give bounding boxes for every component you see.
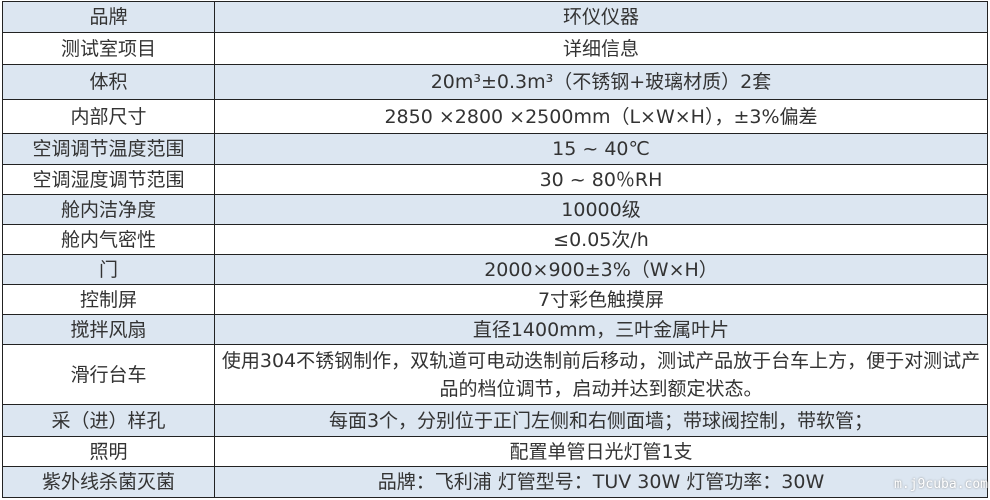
spec-value: ≤0.05次/h [214,224,988,255]
table-row: 门 2000×900±3%（W×H） [2,254,988,285]
spec-value: 20m³±0.3m³（不锈钢+玻璃材质）2套 [214,64,988,100]
spec-label: 照明 [2,436,215,467]
spec-value: 7寸彩色触摸屏 [214,284,988,315]
spec-label: 空调调节温度范围 [2,133,215,165]
table-row: 紫外线杀菌灭菌 品牌：飞利浦 灯管型号：TUV 30W 灯管功率：30W [2,466,988,498]
table-row: 品牌 环仪仪器 [2,1,988,33]
spec-label: 品牌 [2,1,215,33]
watermark: m.j9cuba.com [894,477,988,492]
table-row: 空调调节温度范围 15 ~ 40℃ [2,133,988,165]
spec-value: 10000级 [214,194,988,225]
spec-value: 直径1400mm，三叶金属叶片 [214,314,988,345]
spec-value: 2850 ×2800 ×2500mm（L×W×H），±3%偏差 [214,99,988,134]
spec-value: 配置单管日光灯管1支 [214,436,988,467]
spec-label: 采（进）样孔 [2,404,215,437]
spec-label: 内部尺寸 [2,99,215,134]
spec-label: 门 [2,254,215,285]
spec-label: 舱内气密性 [2,224,215,255]
spec-label: 测试室项目 [2,32,215,65]
spec-label: 控制屏 [2,284,215,315]
table-row: 空调湿度调节范围 30 ~ 80％RH [2,164,988,195]
spec-label: 滑行台车 [2,344,215,405]
table-row: 采（进）样孔 每面3个，分别位于正门左侧和右侧面墙；带球阀控制，带软管； [2,404,988,437]
spec-value: 2000×900±3%（W×H） [214,254,988,285]
spec-value: 品牌：飞利浦 灯管型号：TUV 30W 灯管功率：30W [214,466,988,498]
spec-value: 15 ~ 40℃ [214,133,988,165]
spec-label: 搅拌风扇 [2,314,215,345]
spec-label: 空调湿度调节范围 [2,164,215,195]
table-row: 内部尺寸 2850 ×2800 ×2500mm（L×W×H），±3%偏差 [2,99,988,134]
spec-value: 使用304不锈钢制作，双轨道可电动迭制前后移动，测试产品放于台车上方，便于对测试… [214,344,988,405]
table-row: 测试室项目 详细信息 [2,32,988,65]
spec-value: 详细信息 [214,32,988,65]
spec-value: 30 ~ 80％RH [214,164,988,195]
spec-label: 体积 [2,64,215,100]
table-row: 舱内洁净度 10000级 [2,194,988,225]
spec-value: 环仪仪器 [214,1,988,33]
table-row: 舱内气密性 ≤0.05次/h [2,224,988,255]
table-row: 搅拌风扇 直径1400mm，三叶金属叶片 [2,314,988,345]
table-row: 控制屏 7寸彩色触摸屏 [2,284,988,315]
table-row: 滑行台车 使用304不锈钢制作，双轨道可电动迭制前后移动，测试产品放于台车上方，便… [2,344,988,405]
spec-label: 舱内洁净度 [2,194,215,225]
table-row: 体积 20m³±0.3m³（不锈钢+玻璃材质）2套 [2,64,988,100]
spec-value: 每面3个，分别位于正门左侧和右侧面墙；带球阀控制，带软管； [214,404,988,437]
spec-label: 紫外线杀菌灭菌 [2,466,215,498]
table-row: 照明 配置单管日光灯管1支 [2,436,988,467]
